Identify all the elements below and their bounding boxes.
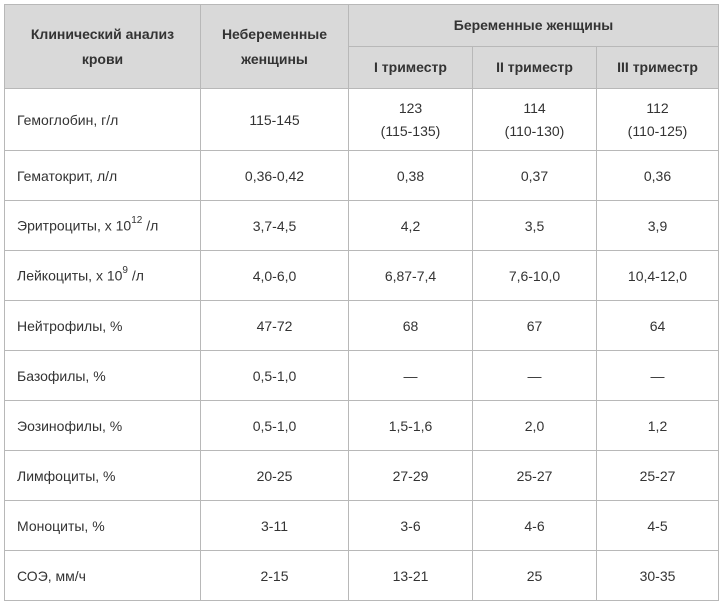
value-cell: 67 — [473, 301, 597, 351]
value-cell: 47-72 — [201, 301, 349, 351]
table-row: Лимфоциты, % 20-25 27-29 25-27 25-27 — [5, 451, 719, 501]
table-row: СОЭ, мм/ч 2-15 13-21 25 30-35 — [5, 551, 719, 601]
value-cell: 25 — [473, 551, 597, 601]
value-cell: 10,4-12,0 — [597, 251, 719, 301]
value-cell: — — [597, 351, 719, 401]
value-cell: 3-6 — [349, 501, 473, 551]
value-cell: 30-35 — [597, 551, 719, 601]
value-cell: 0,38 — [349, 151, 473, 201]
value-cell: 115-145 — [201, 89, 349, 151]
value-cell: 25-27 — [473, 451, 597, 501]
table-row: Моноциты, % 3-11 3-6 4-6 4-5 — [5, 501, 719, 551]
value-cell: 123(115-135) — [349, 89, 473, 151]
value-cell: 3,5 — [473, 201, 597, 251]
value-cell: 27-29 — [349, 451, 473, 501]
value-cell: 0,37 — [473, 151, 597, 201]
param-cell: Эритроциты, х 1012 /л — [5, 201, 201, 251]
value-cell: 2-15 — [201, 551, 349, 601]
value-cell: 112(110-125) — [597, 89, 719, 151]
value-cell: 4-5 — [597, 501, 719, 551]
param-cell: Эозинофилы, % — [5, 401, 201, 451]
header-nonpregnant: Небеременные женщины — [201, 5, 349, 89]
table-row: Гемоглобин, г/л 115-145 123(115-135) 114… — [5, 89, 719, 151]
header-pregnant-group: Беременные женщины — [349, 5, 719, 47]
param-cell: Лейкоциты, х 109 /л — [5, 251, 201, 301]
header-parameter: Клинический анализ крови — [5, 5, 201, 89]
param-cell: Лимфоциты, % — [5, 451, 201, 501]
value-cell: — — [349, 351, 473, 401]
value-cell: 4,2 — [349, 201, 473, 251]
value-cell: 3-11 — [201, 501, 349, 551]
header-trimester-1: I триместр — [349, 47, 473, 89]
blood-analysis-table: Клинический анализ крови Небеременные же… — [4, 4, 719, 601]
value-cell: 0,5-1,0 — [201, 401, 349, 451]
value-cell: 114(110-130) — [473, 89, 597, 151]
value-cell: 3,7-4,5 — [201, 201, 349, 251]
table-row: Эозинофилы, % 0,5-1,0 1,5-1,6 2,0 1,2 — [5, 401, 719, 451]
param-cell: Гематокрит, л/л — [5, 151, 201, 201]
value-cell: 7,6-10,0 — [473, 251, 597, 301]
param-cell: Нейтрофилы, % — [5, 301, 201, 351]
value-cell: 0,5-1,0 — [201, 351, 349, 401]
value-cell: 1,5-1,6 — [349, 401, 473, 451]
value-cell: 6,87-7,4 — [349, 251, 473, 301]
table-body: Гемоглобин, г/л 115-145 123(115-135) 114… — [5, 89, 719, 601]
value-cell: 0,36-0,42 — [201, 151, 349, 201]
table-header: Клинический анализ крови Небеременные же… — [5, 5, 719, 89]
value-cell: 20-25 — [201, 451, 349, 501]
header-trimester-3: III триместр — [597, 47, 719, 89]
value-cell: 4,0-6,0 — [201, 251, 349, 301]
value-cell: 2,0 — [473, 401, 597, 451]
table-row: Эритроциты, х 1012 /л 3,7-4,5 4,2 3,5 3,… — [5, 201, 719, 251]
value-cell: 3,9 — [597, 201, 719, 251]
value-cell: 68 — [349, 301, 473, 351]
value-cell: 25-27 — [597, 451, 719, 501]
value-cell: 4-6 — [473, 501, 597, 551]
table-row: Нейтрофилы, % 47-72 68 67 64 — [5, 301, 719, 351]
param-cell: Моноциты, % — [5, 501, 201, 551]
param-cell: СОЭ, мм/ч — [5, 551, 201, 601]
value-cell: — — [473, 351, 597, 401]
value-cell: 13-21 — [349, 551, 473, 601]
value-cell: 64 — [597, 301, 719, 351]
value-cell: 0,36 — [597, 151, 719, 201]
table-row: Гематокрит, л/л 0,36-0,42 0,38 0,37 0,36 — [5, 151, 719, 201]
value-cell: 1,2 — [597, 401, 719, 451]
param-cell: Гемоглобин, г/л — [5, 89, 201, 151]
header-trimester-2: II триместр — [473, 47, 597, 89]
table-row: Базофилы, % 0,5-1,0 — — — — [5, 351, 719, 401]
param-cell: Базофилы, % — [5, 351, 201, 401]
table-row: Лейкоциты, х 109 /л 4,0-6,0 6,87-7,4 7,6… — [5, 251, 719, 301]
